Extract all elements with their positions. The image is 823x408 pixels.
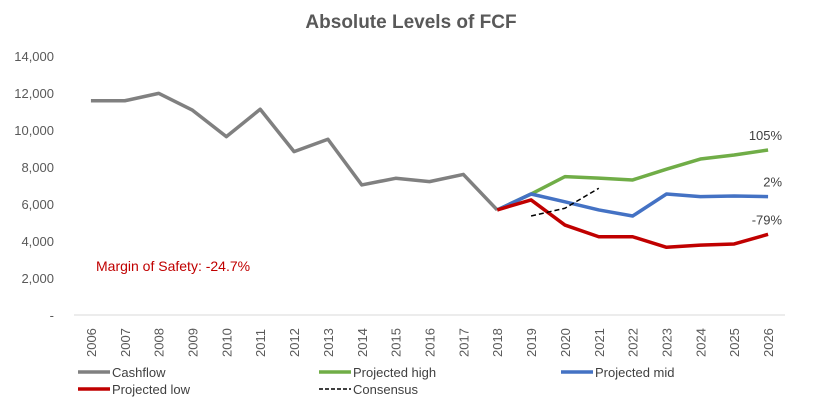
legend-item-projected-mid: Projected mid xyxy=(561,365,674,380)
legend-item-projected-low: Projected low xyxy=(78,382,191,397)
series-line-projected-high xyxy=(496,148,769,212)
legend: Cashflow Projected high Projected mid Proje… xyxy=(78,365,674,397)
end-label-projected-low: -79% xyxy=(752,212,783,227)
x-tick-label: 2007 xyxy=(118,328,133,357)
x-tick-label: 2015 xyxy=(389,328,404,357)
x-tick-label: 2025 xyxy=(727,328,742,357)
legend-label: Projected high xyxy=(353,365,436,380)
x-tick-label: 2020 xyxy=(558,328,573,357)
x-tick-label: 2018 xyxy=(490,328,505,357)
end-labels: 105% 2% -79% xyxy=(749,128,783,227)
x-tick-label: 2008 xyxy=(152,328,167,357)
x-tick-label: 2012 xyxy=(287,328,302,357)
legend-item-projected-high: Projected high xyxy=(319,365,436,380)
x-tick-label: 2011 xyxy=(253,329,268,357)
legend-label: Projected low xyxy=(112,382,191,397)
series-line-projected-mid xyxy=(496,192,769,218)
y-tick-label: 6,000 xyxy=(21,197,54,212)
legend-label: Consensus xyxy=(353,382,419,397)
end-label-projected-high: 105% xyxy=(749,128,783,143)
y-tick-label: 4,000 xyxy=(21,234,54,249)
x-tick-label: 2019 xyxy=(524,328,539,357)
y-axis: - 2,000 4,000 6,000 8,000 10,000 12,000 14,000 xyxy=(14,49,54,323)
legend-item-consensus: Consensus xyxy=(319,382,419,397)
y-tick-label: - xyxy=(50,308,54,323)
legend-label: Projected mid xyxy=(595,365,674,380)
margin-of-safety-annotation: Margin of Safety: -24.7% xyxy=(96,258,250,274)
x-tick-label: 2021 xyxy=(592,328,607,357)
x-tick-label: 2017 xyxy=(456,328,471,357)
series-line-consensus xyxy=(530,187,600,217)
series-line-cashflow xyxy=(90,91,499,212)
chart-title: Absolute Levels of FCF xyxy=(305,12,516,33)
y-tick-label: 8,000 xyxy=(21,160,54,175)
end-label-projected-mid: 2% xyxy=(763,175,782,190)
x-tick-label: 2023 xyxy=(660,328,675,357)
y-tick-label: 2,000 xyxy=(21,271,54,286)
x-axis: 2006 2007 2008 2009 2010 2011 2012 2013 2014 2015… xyxy=(84,328,776,357)
x-tick-label: 2010 xyxy=(219,328,234,357)
x-tick-label: 2026 xyxy=(761,328,776,357)
y-tick-label: 12,000 xyxy=(14,86,54,101)
x-tick-label: 2014 xyxy=(355,328,370,357)
series-lines xyxy=(90,91,769,250)
legend-item-cashflow: Cashflow xyxy=(78,365,166,380)
x-tick-label: 2006 xyxy=(84,328,99,357)
x-tick-label: 2016 xyxy=(423,328,438,357)
legend-label: Cashflow xyxy=(112,365,166,380)
series-line-projected-low xyxy=(496,198,769,250)
x-tick-label: 2024 xyxy=(693,328,708,357)
x-tick-label: 2022 xyxy=(626,328,641,357)
x-tick-label: 2009 xyxy=(186,328,201,357)
y-tick-label: 14,000 xyxy=(14,49,54,64)
y-tick-label: 10,000 xyxy=(14,123,54,138)
x-tick-label: 2013 xyxy=(321,328,336,357)
